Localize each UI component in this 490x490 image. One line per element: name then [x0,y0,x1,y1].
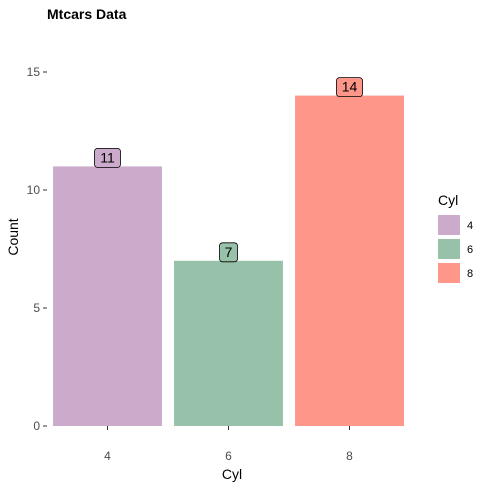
legend-label: 8 [467,268,473,280]
data-label: 14 [342,79,358,95]
legend: Cyl 4 6 8 [438,192,473,283]
x-tick-label: 6 [225,449,232,463]
y-tick-label: 10 [27,183,41,197]
legend-swatch-4 [438,215,460,235]
y-axis: 0 5 10 15 [27,65,47,433]
y-tick-label: 15 [27,65,41,79]
chart-title: Mtcars Data [47,6,127,22]
x-tick-label: 4 [104,449,111,463]
data-label-box [219,242,238,263]
y-tick-label: 5 [33,301,40,315]
legend-title: Cyl [438,192,458,208]
legend-label: 6 [467,244,473,256]
data-label-box [94,147,121,168]
data-label-box [336,77,363,97]
legend-swatch-6 [438,239,460,259]
bar-4 [53,166,162,426]
bar-8 [295,95,404,426]
data-label: 11 [100,149,115,165]
bar-6 [174,260,283,426]
y-tick-label: 0 [33,419,40,433]
bars: 11 7 14 [53,77,404,426]
y-axis-title: Count [5,218,21,255]
data-label: 7 [225,244,233,260]
legend-label: 4 [467,220,473,232]
legend-swatch-8 [438,263,460,283]
x-axis-title: Cyl [222,466,242,482]
x-axis: 4 6 8 [104,426,353,463]
x-tick-label: 8 [346,449,353,463]
